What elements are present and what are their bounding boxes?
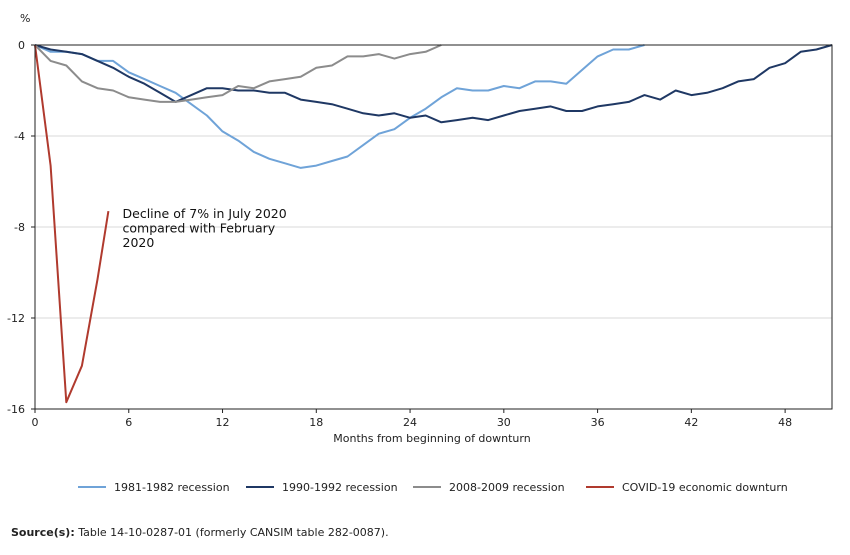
legend-label: 1990-1992 recession (282, 480, 398, 494)
y-axis-unit: % (20, 12, 30, 25)
legend-item: 1990-1992 recession (246, 478, 398, 496)
legend-item: COVID-19 economic downturn (586, 478, 788, 496)
legend-swatch (413, 486, 441, 488)
tick-layer: 0 -4 -8 -12 -16 0 6 12 18 24 30 36 42 48 (7, 39, 792, 429)
chart-annotation: Decline of 7% in July 2020 compared with… (123, 206, 291, 250)
y-tick-label: -4 (14, 130, 25, 143)
annotation-line: 2020 (123, 235, 155, 250)
y-tick-label: -16 (7, 403, 25, 416)
series-line-4 (34, 44, 110, 404)
x-tick-label: 24 (403, 416, 417, 429)
legend-swatch (246, 486, 274, 488)
x-tick-label: 0 (32, 416, 39, 429)
source-label: Source(s): (11, 526, 75, 539)
y-tick-label: -12 (7, 312, 25, 325)
legend-swatch (586, 486, 614, 488)
legend-label: COVID-19 economic downturn (622, 480, 788, 494)
gridlines (35, 135, 832, 319)
x-tick-label: 30 (497, 416, 511, 429)
series-line-2 (34, 44, 833, 124)
series-line-3 (34, 44, 442, 103)
legend-item: 2008-2009 recession (413, 478, 565, 496)
legend-label: 2008-2009 recession (449, 480, 565, 494)
x-tick-label: 6 (125, 416, 132, 429)
legend-swatch (78, 486, 106, 488)
legend: 1981-1982 recession 1990-1992 recession … (0, 478, 850, 496)
source-note: Source(s): Table 14-10-0287-01 (formerly… (11, 526, 389, 539)
x-axis-title: Months from beginning of downturn (333, 432, 530, 445)
y-tick-label: 0 (18, 39, 25, 52)
x-tick-label: 48 (778, 416, 792, 429)
series-layer (34, 44, 833, 404)
series-line-1 (34, 44, 645, 169)
legend-label: 1981-1982 recession (114, 480, 230, 494)
y-tick-label: -8 (14, 221, 25, 234)
source-text: Table 14-10-0287-01 (formerly CANSIM tab… (74, 526, 389, 539)
x-tick-label: 12 (216, 416, 230, 429)
annotation-line: compared with February (123, 220, 276, 235)
x-tick-label: 36 (591, 416, 605, 429)
annotation-line: Decline of 7% in July 2020 (123, 206, 287, 221)
x-tick-label: 18 (309, 416, 323, 429)
legend-item: 1981-1982 recession (78, 478, 230, 496)
x-tick-label: 42 (684, 416, 698, 429)
